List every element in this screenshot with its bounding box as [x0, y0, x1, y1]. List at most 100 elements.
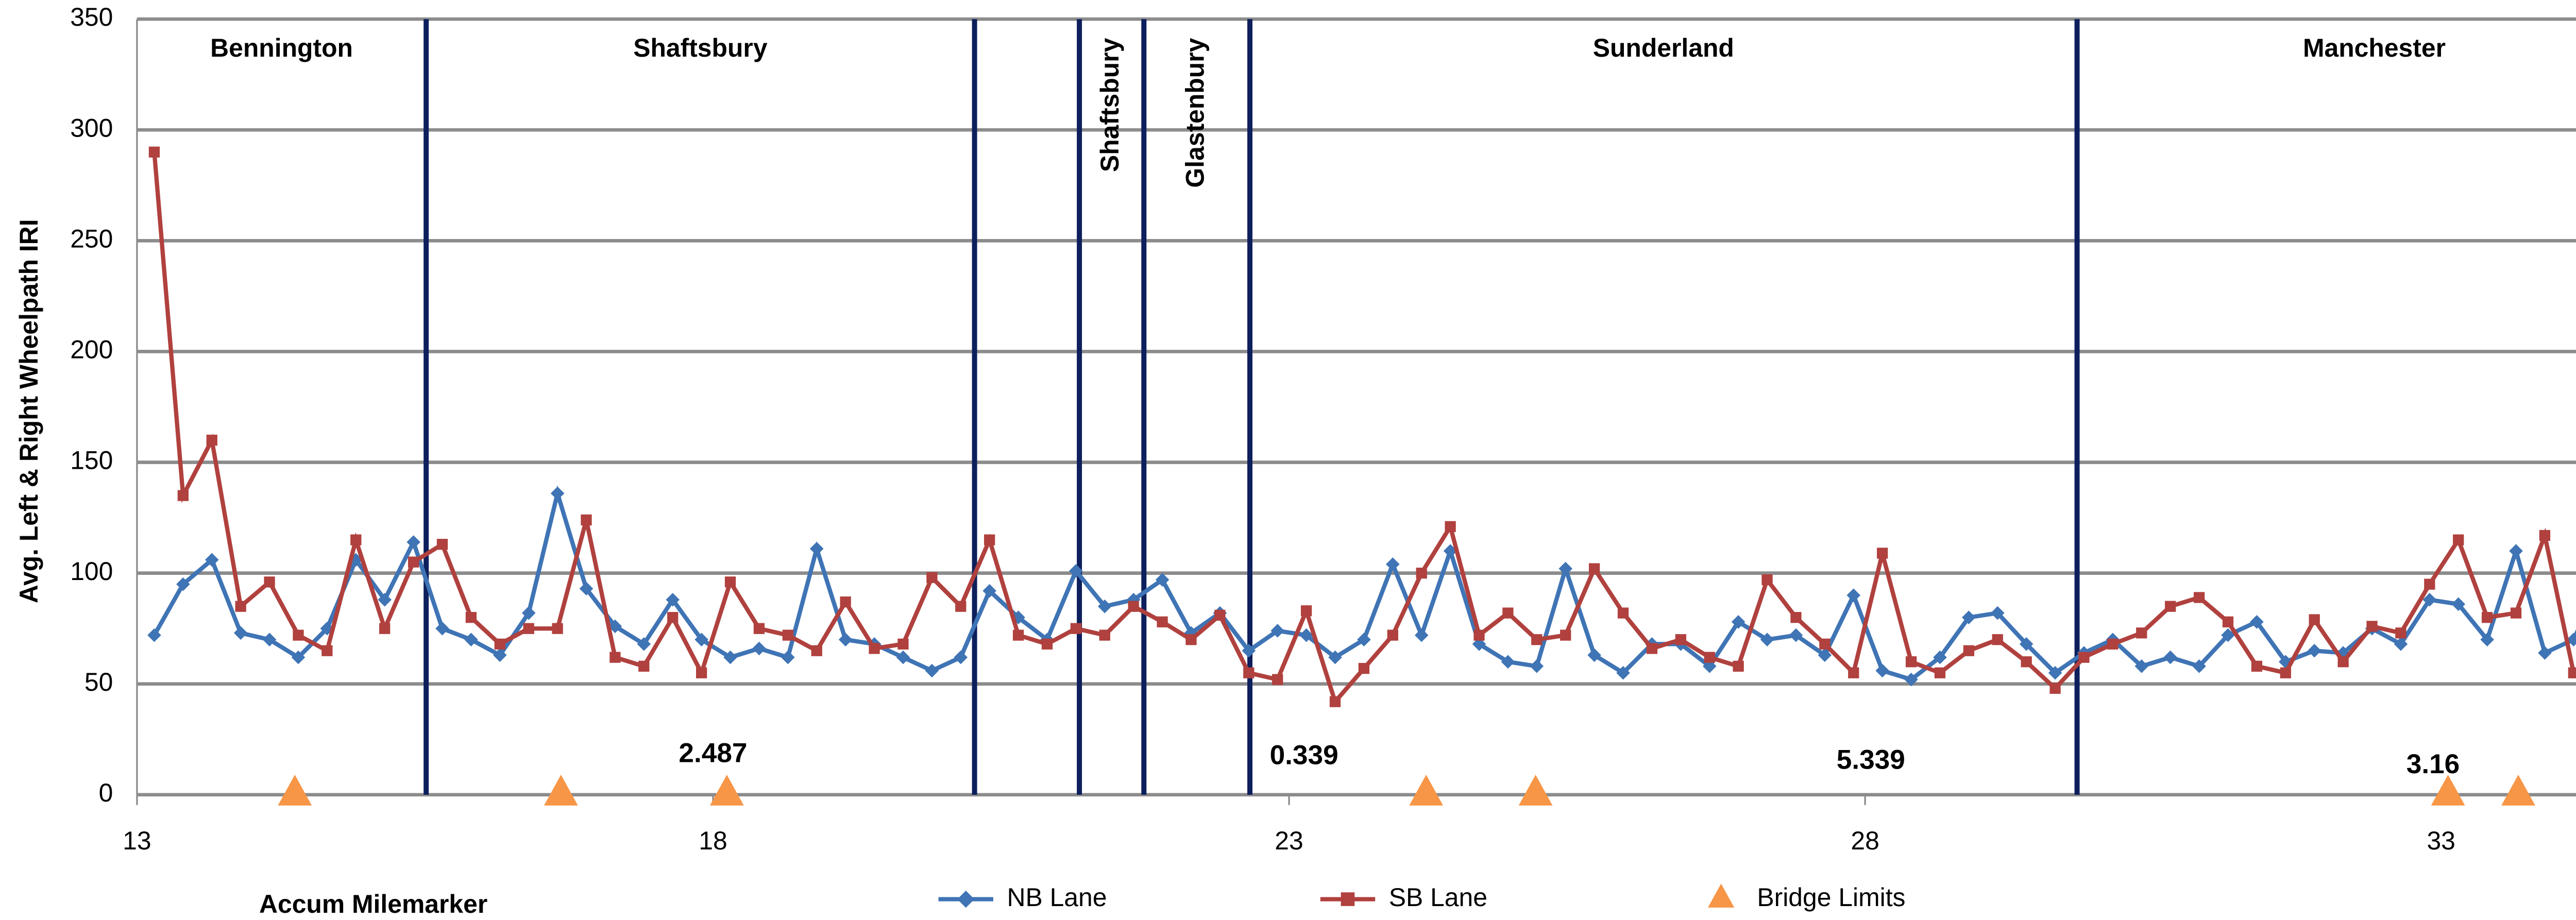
point	[206, 434, 217, 446]
legend-label: SB Lane	[1389, 883, 1487, 912]
y-tick-label: 300	[70, 113, 113, 142]
point	[1445, 521, 1456, 532]
point	[782, 629, 793, 641]
point	[1875, 663, 1889, 678]
point	[1357, 633, 1371, 646]
point	[2337, 656, 2349, 668]
point	[1473, 629, 1485, 641]
point	[379, 623, 391, 634]
point	[2134, 659, 2149, 673]
point	[2509, 544, 2523, 558]
x-tick-label: 18	[699, 826, 727, 855]
point	[1877, 548, 1888, 559]
point	[1185, 634, 1197, 645]
point	[811, 645, 822, 656]
point	[177, 490, 189, 501]
point	[752, 641, 766, 656]
x-tick-label: 28	[1851, 826, 1879, 855]
point	[293, 629, 304, 641]
series-line	[152, 485, 2576, 682]
region-label: Shaftsbury	[1095, 38, 1124, 172]
point	[148, 146, 160, 158]
series-line	[152, 151, 2576, 706]
bridge-marker	[2431, 774, 2465, 806]
point	[1012, 629, 1024, 641]
x-tick-label: 23	[1275, 826, 1303, 855]
point	[1272, 674, 1283, 685]
point	[666, 592, 680, 607]
point	[2451, 597, 2466, 611]
point	[1560, 629, 1571, 641]
point	[408, 556, 419, 568]
point	[436, 539, 448, 550]
point	[176, 577, 190, 591]
point	[1760, 633, 1774, 646]
point	[1502, 607, 1514, 619]
point	[1069, 564, 1083, 578]
legend-label: NB Lane	[1007, 883, 1107, 912]
point	[233, 626, 248, 640]
point	[753, 623, 765, 634]
point	[435, 621, 449, 636]
point	[609, 652, 621, 663]
point	[896, 650, 910, 665]
point	[1414, 628, 1429, 642]
point	[724, 576, 736, 588]
point	[2193, 592, 2205, 603]
point	[235, 601, 246, 612]
point	[840, 596, 851, 608]
point	[1041, 638, 1053, 650]
point	[2453, 534, 2464, 546]
point	[2021, 656, 2032, 668]
point	[1530, 659, 1544, 673]
region-label: Sunderland	[1593, 33, 1734, 62]
point	[1588, 563, 1600, 574]
point	[1617, 607, 1629, 619]
point	[2510, 607, 2522, 619]
point	[1818, 648, 1832, 662]
point	[2395, 627, 2406, 639]
region-label: Shaftsbury	[633, 33, 768, 62]
y-tick-label: 350	[70, 3, 113, 31]
point	[925, 663, 939, 678]
annotation: 2.487	[679, 738, 747, 768]
x-axis-title: Accum Milemarker	[259, 890, 487, 918]
point	[984, 534, 995, 546]
point	[1587, 648, 1601, 662]
point	[2538, 646, 2552, 660]
point	[2250, 615, 2264, 629]
point	[638, 660, 650, 672]
point	[2251, 660, 2263, 672]
point	[2165, 601, 2176, 612]
point	[378, 592, 392, 607]
point	[1962, 610, 1976, 624]
point	[581, 514, 592, 526]
point	[523, 623, 534, 634]
point	[579, 582, 594, 596]
point	[2136, 627, 2147, 639]
point	[552, 623, 563, 634]
point	[494, 638, 505, 650]
annotation: 3.16	[2406, 749, 2460, 779]
legend-marker	[957, 890, 975, 908]
point	[1646, 643, 1658, 654]
point	[955, 601, 967, 612]
annotation: 0.339	[1270, 740, 1338, 771]
point	[465, 612, 477, 623]
point	[1099, 629, 1110, 641]
region-label: Manchester	[2303, 33, 2446, 62]
point	[1243, 667, 1255, 678]
point	[1386, 557, 1400, 571]
point	[550, 486, 565, 501]
y-axis-title: Avg. Left & Right Wheelpath IRI	[14, 219, 43, 603]
point	[897, 638, 909, 650]
legend-label: Bridge Limits	[1757, 883, 1905, 912]
legend-marker	[1341, 892, 1355, 906]
region-label: Bennington	[210, 33, 353, 62]
point	[869, 643, 880, 654]
region-label: Glastenbury	[1180, 38, 1209, 188]
point	[2222, 616, 2234, 627]
y-tick-label: 250	[70, 224, 113, 253]
point	[493, 648, 507, 662]
